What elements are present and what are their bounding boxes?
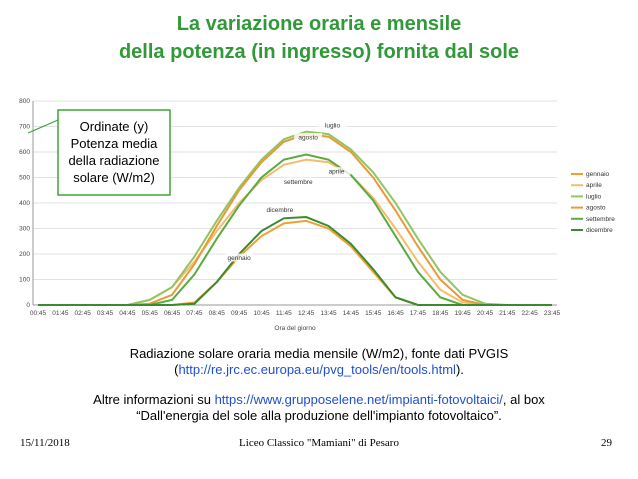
x-tick-label: 23:45 xyxy=(544,310,561,317)
y-tick-label: 300 xyxy=(19,226,30,233)
x-tick-label: 03:45 xyxy=(97,310,114,317)
series-line xyxy=(38,216,552,306)
y-tick-label: 800 xyxy=(19,98,30,105)
y-tick-label: 500 xyxy=(19,175,30,182)
x-tick-label: 07:45 xyxy=(186,310,203,317)
x-tick-label: 11:45 xyxy=(276,310,292,317)
series-label-bg xyxy=(294,133,323,142)
y-tick-label: 700 xyxy=(19,124,30,131)
caption-text: ( xyxy=(174,362,179,377)
x-tick-label: 16:45 xyxy=(387,310,404,317)
series-label-bg xyxy=(225,253,254,262)
chart: 0 100 200 300 400 500 600 700 800 00:45 01:45 02:45… xyxy=(19,98,615,332)
legend-label: aprile xyxy=(586,182,602,189)
x-tick-label: 02:45 xyxy=(75,310,92,317)
x-tick-label: 04:45 xyxy=(119,310,136,317)
caption-text: ). xyxy=(456,362,464,377)
series-label-bg xyxy=(318,121,347,130)
annotation: della radiazione xyxy=(68,153,159,168)
legend-label: dicembre xyxy=(586,227,613,234)
link[interactable]: https://www.grupposelene.net/impianti-fo… xyxy=(215,392,504,407)
x-tick-label: 01:45 xyxy=(52,310,69,317)
x-tick-label: 05:45 xyxy=(142,310,159,317)
info: Altre informazioni su https://www.gruppo… xyxy=(93,392,545,407)
x-tick-label: 10:45 xyxy=(253,310,270,317)
series-label-bg xyxy=(284,177,313,186)
legend-label: settembre xyxy=(586,216,615,223)
caption: (http://re.jrc.ec.europa.eu/pvg_tools/en… xyxy=(174,362,464,377)
y-tick-label: 600 xyxy=(19,149,30,156)
legend-label: gennaio xyxy=(586,171,610,178)
series-line xyxy=(38,219,552,306)
page-number: 29 xyxy=(601,437,613,449)
info-text: , al box xyxy=(503,392,545,407)
x-tick-label: 15:45 xyxy=(365,310,382,317)
x-axis-label: Ora del giorno xyxy=(274,325,316,332)
footer-date: 15/11/2018 xyxy=(20,437,70,449)
x-tick-label: 14:45 xyxy=(343,310,360,317)
series-label: gennaio xyxy=(228,255,252,262)
y-tick-label: 200 xyxy=(19,251,30,258)
series-label: aprile xyxy=(329,169,345,176)
series-label: luglio xyxy=(325,123,341,130)
annotation-pointer xyxy=(27,119,59,134)
legend-label: agosto xyxy=(586,205,606,212)
series-label-bg xyxy=(265,205,294,214)
series-label: dicembre xyxy=(266,207,293,214)
annotation-box xyxy=(57,109,171,196)
title: della potenza (in ingresso) fornita dal … xyxy=(119,41,519,63)
y-tick-label: 100 xyxy=(19,277,30,284)
x-tick-label: 09:45 xyxy=(231,310,248,317)
x-tick-label: 00:45 xyxy=(30,310,47,317)
footer-center: Liceo Classico "Mamiani" di Pesaro xyxy=(239,437,399,449)
x-tick-label: 21:45 xyxy=(499,310,516,317)
annotation: Ordinate (y) xyxy=(80,119,149,134)
x-tick-label: 06:45 xyxy=(164,310,181,317)
x-tick-label: 22:45 xyxy=(522,310,539,317)
x-tick-label: 12:45 xyxy=(298,310,315,317)
x-tick-label: 17:45 xyxy=(410,310,427,317)
x-tick-label: 18:45 xyxy=(432,310,449,317)
x-tick-label: 08:45 xyxy=(209,310,226,317)
title: La variazione oraria e mensile xyxy=(177,13,462,35)
series-label: agosto xyxy=(298,135,318,142)
x-tick-label: 13:45 xyxy=(320,310,337,317)
annotation: solare (W/m2) xyxy=(73,170,155,185)
annotation: Potenza media xyxy=(71,136,158,151)
y-tick-label: 0 xyxy=(26,302,30,309)
y-tick-label: 400 xyxy=(19,200,30,207)
caption: Radiazione solare oraria media mensile (… xyxy=(130,346,509,361)
info-text: Altre informazioni su xyxy=(93,392,214,407)
series-label: settembre xyxy=(284,179,313,186)
legend-label: luglio xyxy=(586,193,602,200)
link[interactable]: http://re.jrc.ec.europa.eu/pvg_tools/en/… xyxy=(178,362,456,377)
x-tick-label: 20:45 xyxy=(477,310,494,317)
info: “Dall'energia del sole alla produzione d… xyxy=(136,408,502,423)
series-label-bg xyxy=(322,167,351,176)
x-tick-label: 19:45 xyxy=(454,310,471,317)
